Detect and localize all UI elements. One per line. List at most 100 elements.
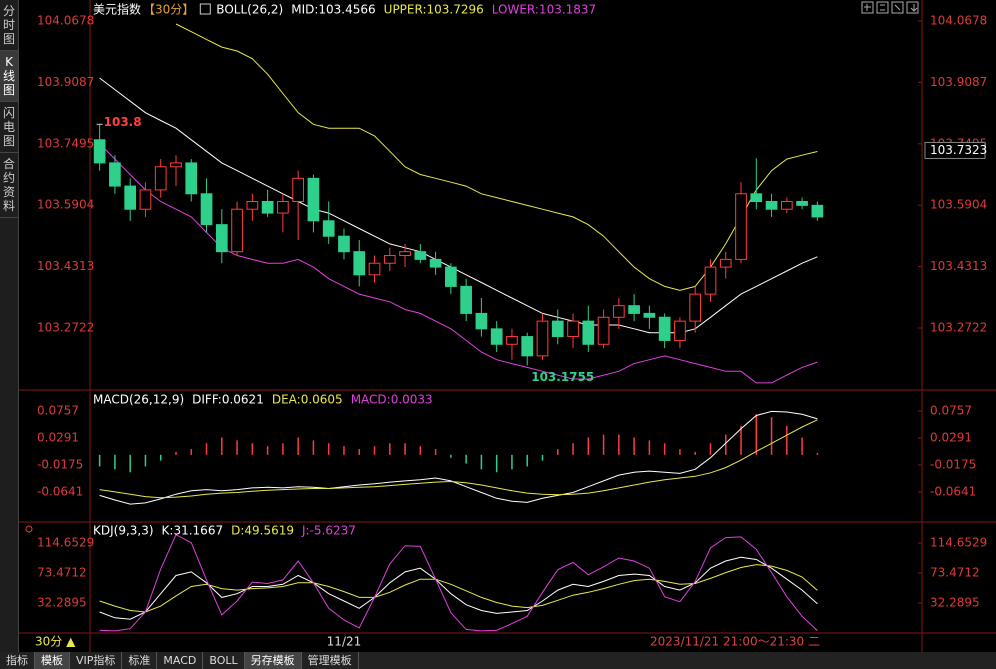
candle-body — [674, 320, 686, 341]
y-tick-label: 103.7495 — [37, 136, 94, 150]
low-label: 103.1755 — [531, 370, 594, 384]
candle-body — [551, 320, 564, 338]
indicator-line — [175, 23, 818, 291]
last-price: 103.7323 — [930, 143, 987, 157]
panel — [99, 534, 818, 632]
candle-body — [796, 201, 808, 206]
bottom-tab[interactable]: BOLL — [203, 652, 245, 669]
y-tick-label: 114.6529 — [37, 535, 94, 549]
side-tabs: 分时图 K线图 闪电图 合约资料 — [0, 0, 19, 652]
panel — [98, 410, 819, 505]
y-tick-label: 0.0291 — [37, 430, 79, 444]
bottom-tab[interactable]: 模板 — [35, 652, 70, 669]
y-tick-label-right: 32.2895 — [930, 595, 980, 609]
candle-body — [261, 201, 274, 214]
y-tick-label-right: 103.9087 — [930, 75, 987, 89]
candle-body — [322, 220, 335, 237]
y-tick-label: 103.2722 — [37, 320, 94, 334]
candle-body — [582, 320, 595, 345]
y-tick-label: 103.4313 — [37, 259, 94, 273]
bottom-tab[interactable]: 指标 — [0, 652, 35, 669]
bottom-tab[interactable]: 标准 — [122, 652, 158, 669]
y-tick-label-right: 103.4313 — [930, 259, 987, 273]
candle-body — [154, 166, 167, 191]
side-tab[interactable]: 合约资料 — [0, 153, 18, 218]
indicator-line — [99, 534, 818, 632]
candle-body — [536, 320, 549, 357]
legend-entry: MACD:0.0033 — [351, 393, 433, 407]
side-tab[interactable]: K线图 — [0, 51, 18, 102]
y-tick-label-right: 104.0678 — [930, 13, 987, 27]
y-tick-label: 32.2895 — [37, 595, 87, 609]
candle-body — [399, 251, 411, 257]
candle-body — [277, 201, 289, 214]
indicator-line — [99, 556, 818, 620]
candle-body — [567, 320, 579, 338]
high-label: 103.8 — [104, 115, 142, 129]
y-tick-label: 103.5904 — [37, 198, 94, 212]
candle-body — [597, 316, 610, 345]
side-tab[interactable]: 闪电图 — [0, 102, 18, 153]
legend-entry: BOLL(26,2) — [216, 3, 283, 17]
candle-body — [215, 224, 228, 253]
legend-entry: D:49.5619 — [231, 524, 294, 538]
last-price-box — [924, 141, 986, 159]
candle-body — [246, 201, 259, 210]
bottom-tab[interactable]: MACD — [157, 652, 204, 669]
legend-entry: KDJ(9,3,3) — [93, 524, 154, 538]
y-tick-label-right: 103.5904 — [930, 198, 987, 212]
y-tick-label: 73.4712 — [37, 565, 87, 579]
candle-body — [750, 193, 763, 202]
candle-body — [628, 305, 640, 314]
candle-body — [368, 262, 381, 276]
bottom-tab[interactable]: VIP指标 — [70, 652, 123, 669]
candle-body — [719, 258, 732, 268]
y-tick-label-right: 73.4712 — [930, 565, 980, 579]
candle-body — [292, 177, 305, 202]
y-tick-label-right: 0.0291 — [930, 430, 972, 444]
bottom-tab[interactable]: 管理模板 — [302, 652, 359, 669]
symbol: 美元指数 — [93, 2, 141, 17]
side-tab[interactable]: 分时图 — [0, 0, 18, 51]
candle-body — [689, 293, 702, 322]
indicator-line — [99, 419, 818, 499]
candle-body — [307, 177, 320, 222]
candle-body — [200, 193, 213, 226]
y-tick-label-right: -0.0175 — [930, 457, 976, 471]
legend-entry: J:-5.6237 — [301, 524, 356, 538]
candle-body — [353, 251, 366, 276]
candle-body — [521, 336, 534, 357]
y-tick-label-right: 0.0757 — [930, 403, 972, 417]
candle-body — [475, 312, 488, 330]
candle-body — [124, 185, 137, 210]
candle-body — [780, 201, 793, 210]
candle-body — [506, 336, 518, 345]
legend-entry: MACD(26,12,9) — [93, 393, 184, 407]
candle-body — [231, 208, 243, 253]
candle-body — [612, 305, 625, 318]
legend-entry: MID:103.4566 — [291, 3, 375, 17]
indicator-line — [99, 564, 818, 613]
legend-entry: K:31.1667 — [162, 524, 224, 538]
period-label: 30分 ▲ — [35, 635, 76, 649]
kdj-icon — [25, 525, 33, 533]
y-tick-label: 104.0678 — [37, 13, 94, 27]
indicator-line — [99, 143, 818, 384]
legend-entry: LOWER:103.1837 — [492, 3, 596, 17]
candle-body — [490, 328, 503, 345]
boll-icon — [199, 3, 211, 15]
chart: 30分 ▲ 2023/11/21 21:00～21:30 二 104.0678 1… — [19, 0, 996, 652]
candle-body — [811, 204, 824, 218]
x-tick-label: 11/21 — [327, 635, 362, 649]
y-tick-label: -0.0175 — [37, 457, 83, 471]
frame — [19, 0, 996, 652]
toolbar-icons[interactable] — [861, 1, 919, 14]
period: 【30分】 — [143, 3, 194, 17]
bottom-tabs: 指标 模板 VIP指标 标准 MACD BOLL 另存模板 管理模板 — [0, 652, 996, 669]
bottom-tab[interactable]: 另存模板 — [244, 652, 302, 669]
candle-body — [338, 235, 350, 253]
candle-body — [383, 255, 396, 264]
candle-body — [765, 201, 778, 210]
candle-body — [414, 251, 427, 260]
y-tick-label-right: 103.2722 — [930, 320, 987, 334]
